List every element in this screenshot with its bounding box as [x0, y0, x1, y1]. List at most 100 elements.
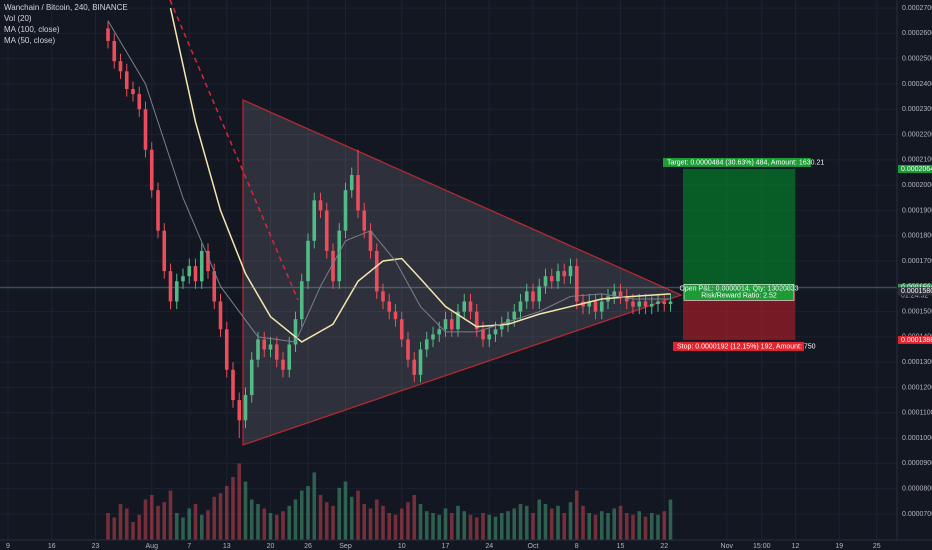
volume-bar	[212, 496, 217, 540]
volume-bar	[293, 499, 298, 540]
candle-body	[243, 395, 248, 421]
candle-body	[499, 324, 504, 330]
moving-average	[107, 20, 671, 343]
target-text: Target: 0.0000484 (30.63%) 484, Amount: …	[667, 159, 824, 166]
volume-bar	[643, 516, 648, 540]
candle-body	[274, 344, 279, 360]
y-tick-label: 0.0002400	[902, 81, 932, 88]
price-label-box	[898, 164, 932, 173]
volume-bar	[306, 486, 310, 540]
volume-bar	[437, 514, 442, 540]
candle-body	[481, 329, 485, 340]
price-label: 0.0001580	[901, 288, 932, 295]
candle-body	[199, 250, 204, 282]
candle-body	[424, 339, 429, 350]
candle-body	[231, 369, 235, 401]
volume-bar	[181, 517, 185, 540]
volume-bar	[649, 513, 654, 540]
candle-body	[268, 344, 273, 350]
candle-body	[431, 334, 435, 340]
volume-bar	[381, 505, 385, 540]
stop-box	[673, 341, 804, 351]
volume-bar	[637, 511, 642, 540]
y-tick-label: 0.0000900	[902, 460, 932, 467]
volume-bar	[199, 514, 204, 540]
candle-body	[256, 339, 260, 360]
candle-body	[381, 291, 385, 302]
volume-bar	[274, 514, 279, 540]
volume-bar	[556, 505, 560, 540]
candle-body	[612, 291, 617, 297]
volume-bar	[537, 499, 542, 540]
symbol-title: Wanchain / Bitcoin, 240, BINANCE	[4, 3, 128, 12]
volume-bar	[112, 517, 117, 540]
x-tick-label: 24	[485, 543, 493, 550]
volume-bar	[593, 514, 598, 540]
candle-body	[237, 400, 242, 421]
axes: 0.0000700 0.0000800 0.0000900 0.0001000 0.00…	[6, 5, 932, 550]
y-tick-label: 0.0001300	[902, 359, 932, 366]
y-tick-label: 0.0001000	[902, 435, 932, 442]
candle-body	[456, 311, 460, 330]
candle-body	[181, 276, 185, 282]
candle-body	[443, 319, 448, 330]
candle-body	[449, 319, 454, 330]
volume-bar	[218, 493, 223, 540]
candle-body	[618, 291, 623, 297]
candle-body	[556, 271, 560, 282]
volume-bar	[368, 508, 373, 540]
x-tick-label: Sep	[339, 543, 352, 550]
volume-bar	[624, 513, 629, 540]
candle-body	[656, 301, 660, 305]
stop-text: Stop: 0.0000192 (12.15%) 192, Amount: 75…	[677, 343, 816, 350]
candle-body	[512, 311, 517, 320]
pnl-text: Open P&L: 0.0000014, Qty: 13020833	[679, 286, 798, 293]
candle-body	[168, 271, 173, 302]
volume-bar	[262, 508, 267, 540]
candle-body	[224, 329, 229, 370]
candle-body	[631, 301, 635, 307]
moving-average	[169, 7, 671, 343]
y-tick-label: 0.0000800	[902, 485, 932, 492]
x-tick-label: 16	[48, 543, 56, 550]
candle-body	[537, 286, 542, 302]
x-tick-label: Oct	[528, 543, 539, 550]
volume-bar	[362, 504, 367, 540]
volume-bar	[412, 495, 417, 540]
volume-bar	[468, 514, 473, 540]
volume-bar	[587, 513, 592, 540]
volume-bar	[531, 513, 535, 540]
x-tick-label: Nov	[721, 543, 734, 550]
candle-body	[337, 230, 342, 282]
volume-bar	[524, 505, 529, 540]
candle-body	[593, 301, 598, 312]
x-tick-label: 13	[223, 543, 231, 550]
y-tick-label: 0.0001900	[902, 207, 932, 214]
profit-zone	[683, 168, 795, 292]
candle-body	[249, 359, 254, 396]
volume-bar	[562, 513, 567, 540]
x-tick-label: 15	[617, 543, 625, 550]
y-tick-label: 0.0001200	[902, 384, 932, 391]
candle-body	[293, 319, 298, 345]
candle-body	[281, 359, 285, 370]
x-tick-label: 22	[660, 543, 668, 550]
volume-bar	[281, 511, 285, 540]
x-tick-label: 25	[873, 543, 881, 550]
rr-text: Risk/Reward Ratio: 2.52	[701, 293, 777, 300]
volume-bar	[543, 504, 548, 540]
volume-bar	[131, 522, 135, 540]
candle-body	[356, 175, 360, 211]
x-tick-label: 20	[267, 543, 275, 550]
candle-body	[318, 200, 323, 211]
volume-bar	[349, 496, 354, 540]
y-tick-label: 0.0001700	[902, 258, 932, 265]
volume-bar	[599, 511, 604, 540]
volume-bar	[168, 490, 173, 540]
candle-body	[462, 301, 467, 312]
candle-body	[662, 301, 667, 305]
volume-bar	[331, 505, 335, 540]
candle-body	[649, 304, 654, 307]
candle-body	[349, 175, 354, 191]
y-tick-label: 0.0001500	[902, 308, 932, 315]
